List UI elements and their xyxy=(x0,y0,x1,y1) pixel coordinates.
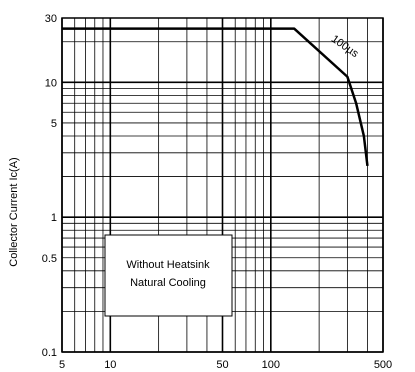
y-tick-label: 30 xyxy=(45,13,57,25)
plot-frame xyxy=(61,17,384,353)
y-axis-label: Collector Current Ic(A) xyxy=(8,157,20,266)
series-layer xyxy=(62,27,369,167)
x-tick-label: 10 xyxy=(104,359,116,371)
x-tick-label: 50 xyxy=(216,359,228,371)
y-tick-labels: 0.1 0.5 1 5 10 30 xyxy=(42,13,57,359)
annotation-line-1: Without Heatsink xyxy=(126,259,210,271)
annotation-line-2: Natural Cooling xyxy=(130,277,206,289)
x-tick-label: 500 xyxy=(374,359,392,371)
y-tick-label: 0.5 xyxy=(42,253,57,265)
y-tick-label: 0.1 xyxy=(42,347,57,359)
x-tick-labels: 5 10 50 100 500 xyxy=(59,359,392,371)
x-tick-label: 5 xyxy=(59,359,65,371)
annotation-box: Without Heatsink Natural Cooling xyxy=(104,234,233,317)
curve-label-100us: 100µs xyxy=(329,33,361,60)
y-tick-label: 1 xyxy=(51,212,57,224)
annotation-box-frame xyxy=(104,234,233,317)
x-tick-label: 100 xyxy=(262,359,280,371)
soa-curve xyxy=(62,27,369,167)
y-tick-label: 5 xyxy=(51,118,57,130)
y-tick-label: 10 xyxy=(45,77,57,89)
